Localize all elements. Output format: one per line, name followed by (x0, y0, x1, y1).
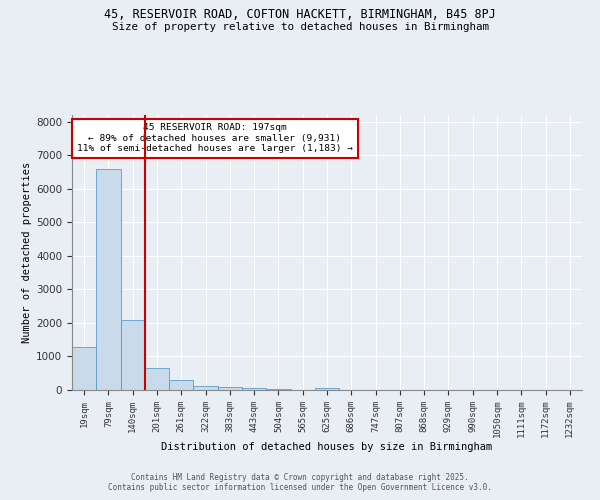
Text: 45 RESERVOIR ROAD: 197sqm
← 89% of detached houses are smaller (9,931)
11% of se: 45 RESERVOIR ROAD: 197sqm ← 89% of detac… (77, 123, 353, 153)
Bar (242, 388, 266, 390)
Bar (193, 386, 218, 390)
Bar (218, 387, 242, 390)
Y-axis label: Number of detached properties: Number of detached properties (22, 162, 32, 343)
Bar (145, 368, 169, 390)
Text: Size of property relative to detached houses in Birmingham: Size of property relative to detached ho… (112, 22, 488, 32)
Bar (121, 320, 145, 390)
Bar (96, 168, 121, 390)
X-axis label: Distribution of detached houses by size in Birmingham: Distribution of detached houses by size … (161, 442, 493, 452)
Text: 45, RESERVOIR ROAD, COFTON HACKETT, BIRMINGHAM, B45 8PJ: 45, RESERVOIR ROAD, COFTON HACKETT, BIRM… (104, 8, 496, 20)
Bar (266, 389, 290, 390)
Text: Contains HM Land Registry data © Crown copyright and database right 2025.
Contai: Contains HM Land Registry data © Crown c… (108, 473, 492, 492)
Bar (315, 388, 339, 390)
Bar (72, 347, 96, 390)
Bar (169, 380, 193, 390)
